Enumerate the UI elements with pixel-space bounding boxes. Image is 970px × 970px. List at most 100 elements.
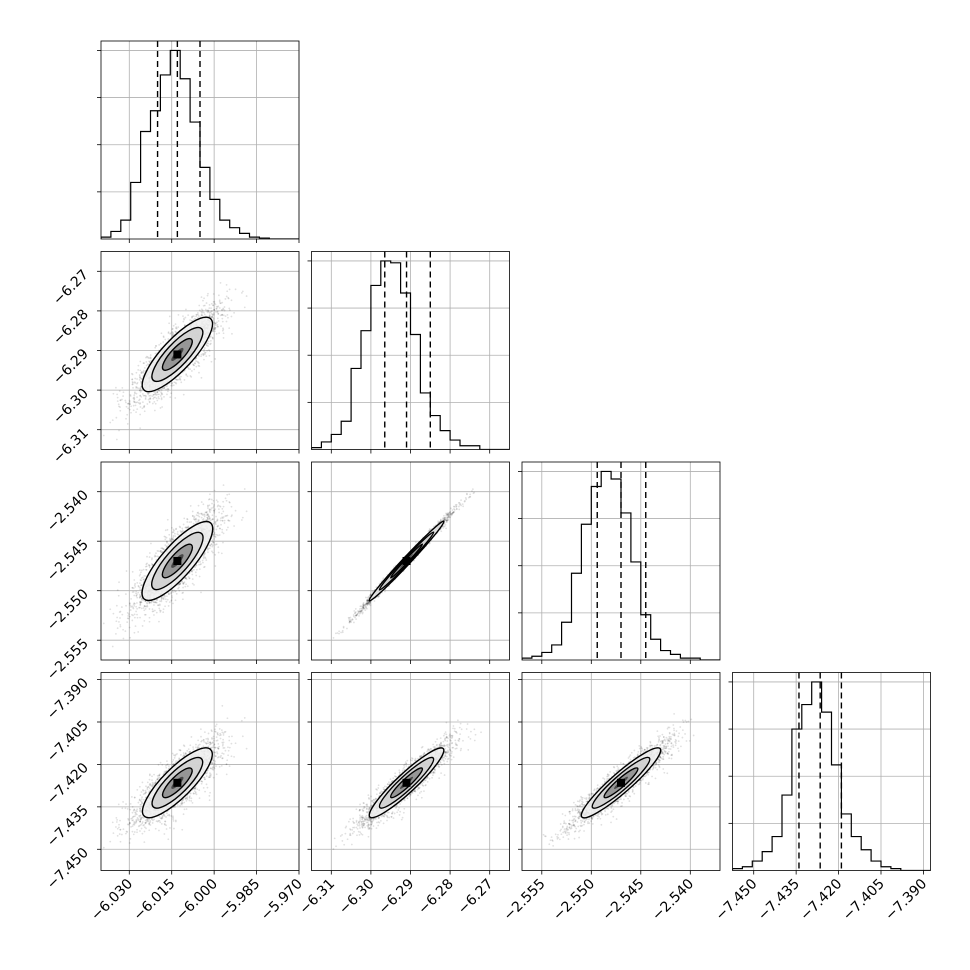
sample-point <box>208 547 211 550</box>
sample-point <box>139 596 142 599</box>
sample-point <box>245 510 248 513</box>
sample-point <box>179 378 182 381</box>
sample-point <box>446 513 449 516</box>
sample-point <box>154 345 157 347</box>
sample-point <box>208 303 211 306</box>
sample-point <box>212 312 215 315</box>
sample-point <box>169 540 172 543</box>
sample-point <box>212 540 214 543</box>
sample-point <box>138 378 141 381</box>
sample-point <box>139 376 141 379</box>
sample-point <box>150 601 153 604</box>
sample-point <box>198 309 201 312</box>
sample-point <box>208 498 211 500</box>
sample-point <box>243 488 246 490</box>
sample-point <box>201 311 203 314</box>
sample-point <box>153 601 155 604</box>
sample-point <box>164 544 167 547</box>
sample-point <box>216 310 219 313</box>
sample-point <box>200 314 203 317</box>
sample-point <box>193 368 196 371</box>
sample-point <box>212 533 215 536</box>
sample-point <box>209 519 212 522</box>
sample-point <box>131 619 134 622</box>
sample-point <box>186 521 189 523</box>
sample-point <box>202 353 205 356</box>
sample-point <box>227 297 230 300</box>
sample-point <box>173 532 176 535</box>
sample-point <box>213 308 216 311</box>
sample-point <box>207 342 210 345</box>
sample-point <box>140 577 143 579</box>
sample-point <box>243 306 246 309</box>
sample-point <box>132 409 135 412</box>
sample-point <box>126 423 129 425</box>
sample-point <box>122 391 125 394</box>
histogram-step <box>101 49 299 239</box>
sample-point <box>175 527 178 530</box>
sample-point <box>222 328 225 331</box>
sample-point <box>202 514 204 516</box>
sample-point <box>162 608 165 611</box>
sample-point <box>122 637 125 640</box>
sample-point <box>166 388 169 391</box>
sample-point <box>167 605 170 607</box>
sample-point <box>171 595 173 597</box>
sample-point <box>158 603 161 606</box>
sample-point <box>129 403 132 405</box>
sample-point <box>221 313 224 316</box>
sample-point <box>116 400 119 403</box>
sample-point <box>241 290 244 293</box>
sample-point <box>152 393 155 396</box>
sample-point <box>195 315 197 318</box>
sample-point <box>190 370 193 372</box>
sample-point <box>176 530 179 533</box>
sample-point <box>240 292 243 294</box>
sample-point <box>145 568 147 571</box>
sample-point <box>138 593 141 596</box>
sample-point <box>142 406 145 409</box>
sample-point <box>227 519 230 522</box>
sample-point <box>139 394 141 397</box>
sample-point <box>140 378 143 380</box>
sample-point <box>215 533 218 536</box>
sample-point <box>196 316 199 319</box>
sample-point <box>203 358 205 361</box>
sample-point <box>115 620 118 623</box>
sample-point <box>227 296 230 299</box>
y-tick-label: −6.29 <box>50 346 92 388</box>
sample-point <box>177 584 180 586</box>
sample-point <box>175 378 178 381</box>
sample-point <box>142 394 145 397</box>
sample-point <box>203 311 205 314</box>
sample-point <box>221 531 224 534</box>
sample-point <box>128 399 131 402</box>
sample-point <box>135 605 137 608</box>
sample-point <box>213 532 216 535</box>
sample-point <box>184 577 187 579</box>
sample-point <box>163 598 165 600</box>
sample-point <box>115 604 118 607</box>
sample-point <box>126 611 129 614</box>
sample-point <box>193 364 195 367</box>
sample-point <box>193 515 196 518</box>
sample-point <box>207 292 209 295</box>
sample-point <box>181 527 184 530</box>
sample-point <box>183 379 186 381</box>
sample-point <box>175 327 177 330</box>
sample-point <box>209 508 212 511</box>
sample-point <box>219 519 222 522</box>
sample-point <box>378 594 381 597</box>
sample-point <box>136 602 138 604</box>
sample-point <box>205 511 208 514</box>
sample-point <box>133 579 136 581</box>
sample-point <box>140 601 143 603</box>
sample-point <box>182 315 184 317</box>
sample-point <box>128 408 131 411</box>
sample-point <box>190 570 193 572</box>
sample-point <box>195 568 198 571</box>
sample-point <box>139 360 142 363</box>
sample-point <box>158 393 160 396</box>
sample-point <box>203 553 206 556</box>
sample-point <box>131 381 134 383</box>
